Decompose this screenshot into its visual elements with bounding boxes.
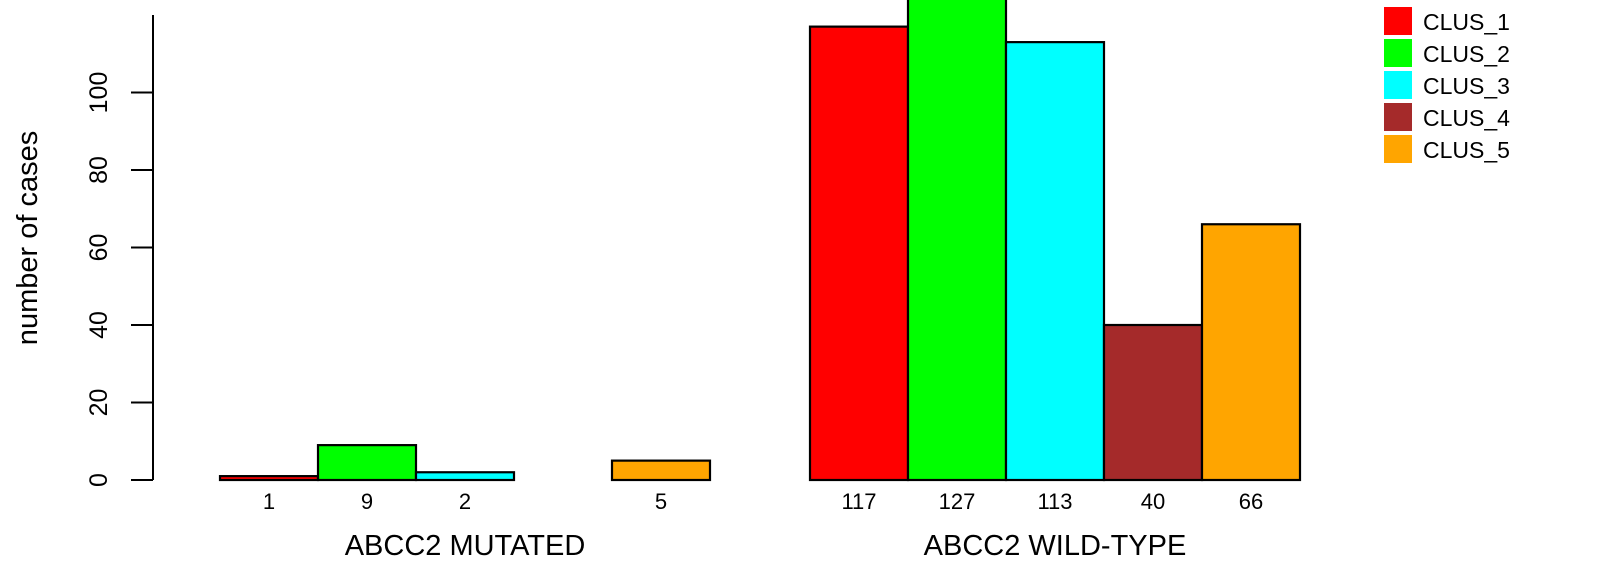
y-tick-label-20: 20 [85, 389, 113, 417]
legend-swatch-clus-4 [1384, 103, 1412, 131]
legend-item-clus-4: CLUS_4 [1384, 103, 1510, 131]
y-tick-label-100: 100 [85, 72, 113, 114]
y-tick-label-60: 60 [85, 234, 113, 262]
bar-abcc2-wild-type-clus-4 [1102, 323, 1204, 482]
bar-abcc2-wild-type-clus-3 [1004, 41, 1106, 482]
bar-labels: 1 9 2 5 117 127 113 40 66 [263, 489, 1263, 514]
bar-value-label-abcc2-mutated-clus-5: 5 [655, 489, 667, 514]
group-label-abcc2-wild-type: ABCC2 WILD-TYPE [924, 530, 1187, 562]
group-label-abcc2-mutated: ABCC2 MUTATED [345, 530, 586, 562]
y-axis: 0 20 40 60 80 100 [85, 15, 154, 487]
legend-item-clus-5: CLUS_5 [1384, 135, 1510, 163]
bars [218, 0, 1302, 482]
legend-swatch-clus-3 [1384, 71, 1412, 99]
bar-abcc2-mutated-clus-1 [218, 475, 320, 482]
bar-value-label-abcc2-mutated-clus-1: 1 [263, 489, 275, 514]
legend-swatch-clus-5 [1384, 135, 1412, 163]
bar-value-label-abcc2-wild-type-clus-2: 127 [939, 489, 976, 514]
legend-label-clus-1: CLUS_1 [1423, 9, 1510, 35]
bar-abcc2-wild-type-clus-1 [808, 25, 910, 482]
legend-label-clus-2: CLUS_2 [1423, 41, 1510, 67]
y-axis-title: number of cases [12, 131, 44, 345]
bar-abcc2-wild-type-clus-2 [906, 0, 1008, 482]
legend-label-clus-5: CLUS_5 [1423, 137, 1510, 163]
legend-item-clus-3: CLUS_3 [1384, 71, 1510, 99]
y-tick-label-80: 80 [85, 156, 113, 184]
legend-swatch-clus-1 [1384, 7, 1412, 35]
bar-value-label-abcc2-mutated-clus-2: 9 [361, 489, 373, 514]
bar-abcc2-mutated-clus-3 [414, 471, 516, 482]
legend-item-clus-2: CLUS_2 [1384, 39, 1510, 67]
bar-abcc2-mutated-clus-5 [610, 459, 712, 482]
legend-item-clus-1: CLUS_1 [1384, 7, 1510, 35]
bar-value-label-abcc2-mutated-clus-3: 2 [459, 489, 471, 514]
bar-value-label-abcc2-wild-type-clus-5: 66 [1239, 489, 1263, 514]
bar-abcc2-wild-type-clus-5 [1200, 223, 1302, 482]
y-tick-label-0: 0 [85, 473, 113, 487]
bar-value-label-abcc2-wild-type-clus-1: 117 [841, 489, 876, 514]
group-labels: ABCC2 MUTATED ABCC2 WILD-TYPE [345, 530, 1187, 562]
bar-value-label-abcc2-wild-type-clus-3: 113 [1037, 489, 1072, 514]
legend-swatch-clus-2 [1384, 39, 1412, 67]
bar-value-label-abcc2-wild-type-clus-4: 40 [1141, 489, 1165, 514]
y-tick-label-40: 40 [85, 311, 113, 339]
legend-label-clus-3: CLUS_3 [1423, 73, 1510, 99]
legend-label-clus-4: CLUS_4 [1423, 105, 1510, 131]
bar-abcc2-mutated-clus-2 [316, 444, 418, 482]
legend: CLUS_1 CLUS_2 CLUS_3 CLUS_4 CLUS_5 [1384, 7, 1510, 163]
